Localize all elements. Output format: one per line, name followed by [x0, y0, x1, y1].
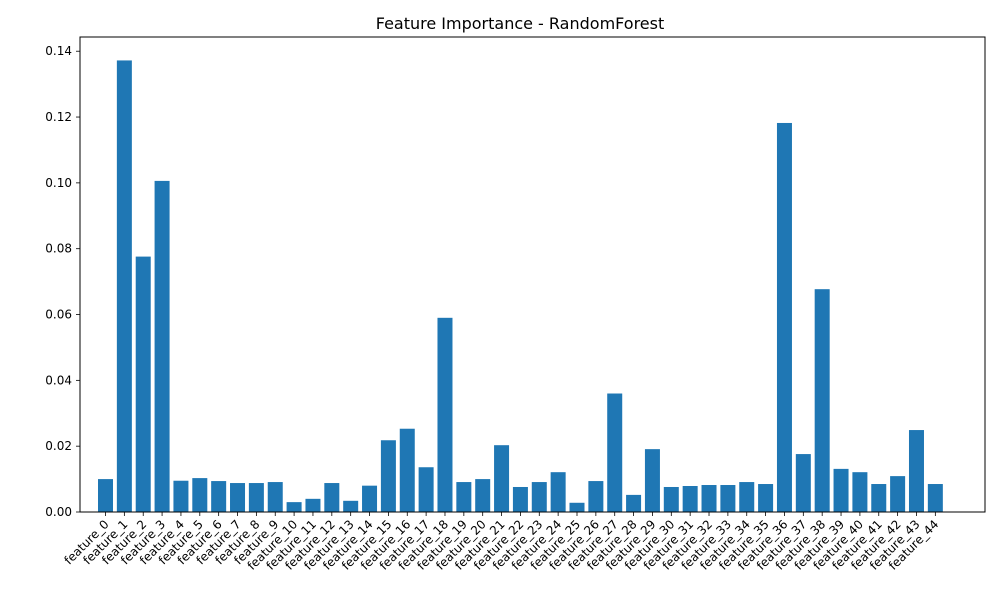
bar-feature_15	[380, 440, 396, 512]
bar-feature_34	[739, 482, 755, 512]
y-axis: 0.00 0.02 0.04 0.06 0.08 0.10 0.12 0.14	[45, 44, 80, 519]
bar-feature_7	[230, 483, 246, 512]
bar-feature_12	[324, 483, 340, 512]
bar-feature_21	[494, 445, 510, 512]
bar-feature_33	[720, 485, 736, 512]
y-tick-label: 0.00	[45, 505, 72, 519]
bar-feature_23	[531, 482, 547, 512]
bar-feature_9	[267, 482, 283, 512]
bar-feature_37	[795, 454, 811, 512]
bar-feature_44	[927, 484, 943, 512]
bar-feature_19	[456, 482, 472, 512]
y-tick-label: 0.04	[45, 373, 72, 387]
bar-feature_32	[701, 485, 717, 512]
bar-feature_1	[116, 60, 132, 513]
bar-feature_13	[343, 500, 359, 512]
bar-feature_0	[98, 479, 113, 512]
chart-title: Feature Importance - RandomForest	[376, 14, 665, 33]
bar-feature_2	[135, 256, 151, 512]
bar-feature_28	[626, 494, 642, 512]
bar-feature_26	[588, 481, 604, 512]
bar-feature_25	[569, 502, 585, 512]
bar-feature_35	[758, 484, 774, 512]
bar-feature_8	[248, 483, 264, 512]
y-tick-label: 0.02	[45, 439, 72, 453]
y-tick-label: 0.10	[45, 176, 72, 190]
bar-feature_29	[644, 449, 660, 512]
y-tick-label: 0.14	[45, 44, 72, 58]
bar-feature_36	[776, 122, 792, 512]
y-tick-label: 0.12	[45, 110, 72, 124]
bar-feature_22	[512, 486, 528, 512]
plot-frame	[79, 36, 986, 513]
bar-feature_40	[852, 472, 868, 512]
bar-feature_10	[286, 502, 302, 512]
y-tick-label: 0.08	[45, 242, 72, 256]
bar-feature_42	[890, 476, 906, 512]
bar-feature_4	[173, 480, 189, 512]
bar-feature_27	[607, 393, 623, 512]
bar-feature_24	[550, 472, 566, 512]
bar-feature_14	[362, 485, 378, 512]
bar-feature_30	[663, 486, 679, 512]
bar-feature_6	[211, 481, 227, 512]
bar-feature_18	[437, 317, 453, 512]
bar-feature_11	[305, 498, 321, 512]
bar-feature_16	[399, 428, 415, 512]
bar-feature_31	[682, 486, 698, 512]
y-tick-label: 0.06	[45, 308, 72, 322]
bars-group	[98, 60, 943, 513]
bar-feature_38	[814, 289, 830, 512]
bar-feature_41	[871, 484, 887, 512]
bar-feature_17	[418, 467, 434, 512]
bar-feature_39	[833, 468, 849, 512]
bar-feature_5	[192, 478, 208, 512]
bar-feature_20	[475, 479, 491, 512]
bar-feature_3	[154, 180, 170, 512]
x-axis: feature_0feature_1feature_2feature_3feat…	[61, 512, 941, 573]
bar-feature_43	[908, 430, 924, 512]
